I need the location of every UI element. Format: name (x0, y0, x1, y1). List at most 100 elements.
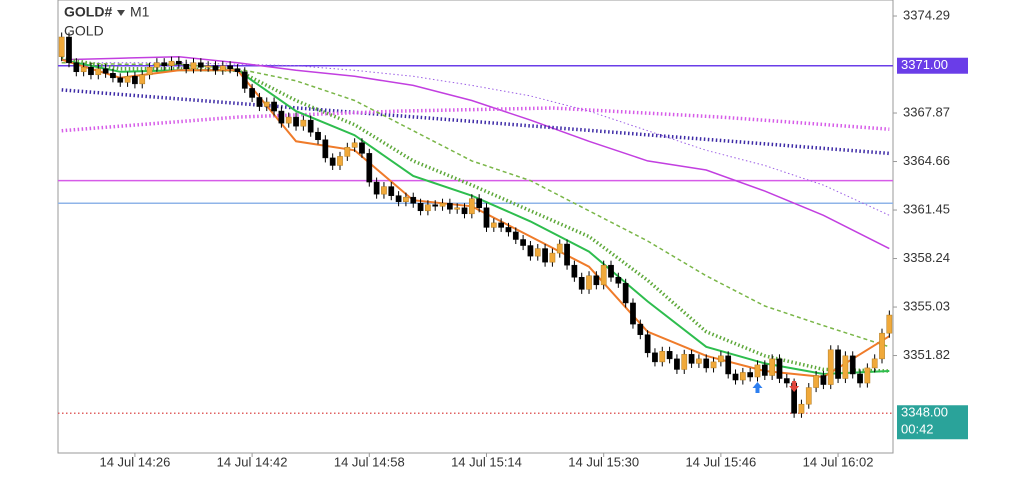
level-box (897, 405, 968, 440)
candle-body (249, 88, 255, 98)
candle-body (776, 358, 783, 379)
candle-body (527, 245, 534, 257)
candle-body (432, 204, 439, 207)
candle-body (556, 243, 563, 254)
candle-body (73, 62, 80, 73)
candle-body (285, 116, 292, 124)
candle-body (534, 248, 541, 257)
candle-body (58, 36, 65, 57)
candle-body (490, 222, 497, 228)
candle-body (747, 372, 754, 378)
candle-body (154, 62, 160, 68)
candle-body (864, 367, 871, 384)
candle-body (578, 277, 585, 290)
candle-body (110, 73, 116, 79)
x-tick-label: 14 Jul 14:26 (99, 454, 170, 469)
sell-arrow (789, 381, 800, 392)
candle-body (593, 275, 600, 286)
candle-body (300, 119, 307, 127)
candle-body (586, 275, 592, 290)
candle-body (212, 65, 219, 71)
y-tick-label: 3358.24 (903, 250, 950, 265)
candle-body (652, 352, 658, 363)
candle-body (681, 354, 688, 370)
candle-body (886, 314, 893, 334)
candle-body (395, 195, 402, 202)
candle-body (827, 349, 834, 385)
candle-body (666, 351, 673, 360)
candle-body (688, 354, 695, 364)
candle-body (820, 375, 827, 385)
candle-body (227, 65, 233, 70)
timeframe: M1 (130, 4, 150, 20)
candle-body (461, 207, 468, 215)
candle-body (271, 101, 277, 112)
candle-body (417, 202, 424, 212)
candle-body (769, 358, 775, 376)
candle-body (644, 334, 651, 354)
candle-body (842, 355, 849, 379)
candle-body (66, 36, 72, 63)
candle-body (102, 68, 109, 74)
level-label: 3371.00 (901, 57, 948, 72)
candle-body (117, 77, 124, 83)
candle-body (132, 76, 138, 85)
indicator-line (61, 55, 890, 250)
candle-body (476, 198, 483, 209)
indicator-line (61, 106, 890, 133)
candle-body (425, 204, 431, 212)
candle-body (403, 196, 409, 202)
x-tick-label: 14 Jul 15:14 (451, 454, 522, 469)
countdown: 00:42 (901, 422, 934, 437)
candle-body (600, 264, 607, 286)
candle-body (263, 101, 270, 107)
candle-body (849, 355, 856, 375)
candle-body (439, 202, 446, 207)
candle-body (703, 358, 710, 369)
candle-body (571, 264, 578, 278)
candle-body (293, 116, 299, 127)
level-label: 3348.00 (901, 405, 948, 420)
candle-body (307, 119, 314, 133)
candle-body (542, 248, 548, 263)
dropdown-icon[interactable] (117, 10, 125, 16)
subtitle: GOLD (64, 23, 104, 39)
candle-body (337, 156, 343, 166)
x-tick-label: 14 Jul 15:46 (685, 454, 756, 469)
candle-body (388, 186, 395, 196)
candle-body (674, 358, 680, 370)
candle-body (88, 66, 94, 76)
candle-body (95, 68, 102, 76)
candle-body (80, 66, 87, 73)
candle-body (139, 74, 146, 85)
candle-body (710, 361, 717, 369)
candle-body (190, 62, 197, 70)
candle-body (659, 351, 666, 363)
candle-body (608, 264, 614, 278)
candle-body (798, 403, 805, 414)
y-tick-label: 3364.66 (903, 153, 950, 168)
y-tick-label: 3355.03 (903, 298, 950, 313)
candle-body (124, 76, 131, 83)
candle-body (410, 196, 417, 204)
candle-body (549, 252, 556, 263)
y-tick-label: 3361.45 (903, 201, 950, 216)
y-tick-label: 3367.87 (903, 104, 950, 119)
x-tick-label: 14 Jul 15:30 (568, 454, 639, 469)
candle-body (381, 186, 387, 195)
candle-body (725, 355, 732, 375)
candle-body (366, 153, 373, 183)
candle-body (168, 60, 175, 66)
candle-body (871, 358, 878, 369)
candle-body (351, 142, 358, 148)
candle-body (278, 110, 285, 124)
x-tick-label: 14 Jul 14:42 (217, 454, 288, 469)
level-box (897, 57, 968, 74)
candle-body (176, 60, 182, 65)
y-tick-label: 3374.29 (903, 7, 950, 22)
candle-body (637, 323, 644, 335)
candle-body (879, 332, 885, 360)
candle-body (498, 222, 504, 228)
candle-body (483, 207, 490, 228)
